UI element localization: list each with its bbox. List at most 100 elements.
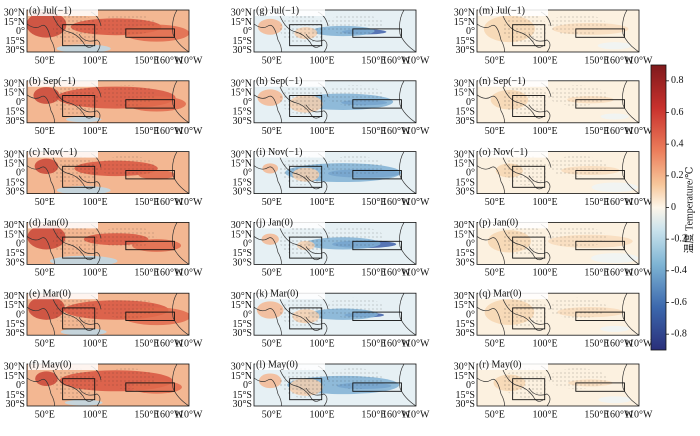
- index-box: [62, 24, 96, 47]
- lat-label: 15°S: [5, 36, 25, 47]
- lon-label: 100°E: [82, 268, 107, 279]
- stipple: [502, 85, 549, 115]
- lon-label: 50°E: [262, 409, 282, 420]
- lat-label: 0°: [243, 309, 252, 320]
- map-panel: (q) Mar(0) 30°N15°N0°15°S30°S 50°E 100°E 150…: [454, 288, 653, 349]
- lat-label: 15°S: [232, 107, 252, 118]
- lat-label: 30°S: [5, 257, 25, 268]
- lon-label: 100°E: [309, 268, 334, 279]
- field-blob: [34, 158, 59, 174]
- lat-label: 0°: [466, 239, 475, 250]
- lat-label: 0°: [466, 168, 475, 179]
- lon-label: 150°E: [134, 268, 159, 279]
- label-bg: [28, 288, 98, 300]
- nino-box: [352, 382, 402, 392]
- label-bg: [28, 359, 98, 370]
- lon-label: 110°W: [624, 197, 653, 208]
- index-box: [289, 165, 323, 188]
- lon-label: 50°E: [262, 338, 282, 349]
- map-field: [477, 364, 639, 406]
- map-field: [254, 222, 416, 265]
- map-field: [254, 80, 416, 123]
- lat-label: 30°S: [5, 399, 25, 410]
- lon-label: 150°E: [134, 409, 159, 420]
- lat-label: 30°S: [455, 116, 475, 127]
- stipple: [548, 85, 607, 106]
- lon-label: 50°E: [35, 268, 55, 279]
- map-panel: (o) Nov(−1) 30°N15°N0°15°S30°S 50°E 100°E 15…: [454, 146, 653, 208]
- index-box: [512, 165, 546, 188]
- lat-label: 0°: [16, 380, 25, 391]
- stipple: [325, 368, 384, 390]
- coastline: [27, 80, 189, 123]
- coastline: [254, 364, 416, 406]
- nino-box: [125, 99, 175, 109]
- lon-label: 150°E: [361, 126, 386, 137]
- panel-label: (g) Jul(−1): [256, 5, 299, 16]
- lat-label: 30°S: [5, 45, 25, 56]
- map-frame: [26, 151, 190, 195]
- index-box: [62, 165, 96, 188]
- map-field: [27, 364, 189, 406]
- map-panel: (m) Jul(−1) 30°N15°N0°15°S30°S 50°E 100°E 15…: [454, 5, 653, 66]
- colorbar-tick-label: -0.8: [671, 328, 687, 339]
- lon-label: 100°E: [309, 55, 334, 66]
- lon-label: 110°W: [401, 126, 430, 137]
- map-frame: [26, 9, 190, 53]
- lat-label: 30°N: [454, 149, 475, 160]
- label-bg: [478, 217, 548, 229]
- stipple: [548, 297, 607, 319]
- lat-label: 15°N: [4, 300, 25, 311]
- lat-label: 15°N: [231, 371, 252, 382]
- lon-label: 150°E: [361, 55, 386, 66]
- map-panel: (r) May(0) 30°N15°N0°15°S30°S 50°E 100°E 150…: [454, 359, 653, 420]
- map-field: [27, 80, 189, 123]
- lat-label: 0°: [16, 309, 25, 320]
- field-blob: [257, 18, 283, 35]
- index-box: [512, 307, 546, 330]
- nino-box: [352, 170, 402, 180]
- lon-label: 160°W: [382, 338, 411, 349]
- panel-label: (h) Sep(−1): [256, 76, 302, 87]
- map-panel: (k) Mar(0) 30°N15°N0°15°S30°S 50°E 100°E 150…: [231, 288, 430, 349]
- stipple: [502, 297, 549, 327]
- map-field: [477, 80, 639, 123]
- colorbar-tick-label: -0.4: [671, 265, 687, 276]
- map-field: [254, 293, 416, 336]
- lat-label: 15°S: [455, 390, 475, 401]
- label-bg: [255, 5, 325, 16]
- lat-label: 30°S: [455, 187, 475, 198]
- colorbar-tick-label: 0.4: [671, 138, 684, 149]
- nino-box: [575, 311, 625, 321]
- index-box: [512, 236, 546, 259]
- index-box: [289, 236, 323, 259]
- lon-label: 160°W: [382, 126, 411, 137]
- panel-label: (d) Jan(0): [29, 218, 68, 229]
- lon-label: 50°E: [35, 338, 55, 349]
- panel-label: (c) Nov(−1): [29, 147, 77, 158]
- lon-label: 160°W: [155, 197, 184, 208]
- map-panel: (f) May(0) 30°N15°N0°15°S30°S 50°E 100°E 150…: [4, 359, 203, 420]
- lon-label: 100°E: [532, 409, 557, 420]
- map-frame: [476, 292, 640, 336]
- stipple: [98, 368, 157, 390]
- lon-label: 150°E: [584, 197, 609, 208]
- map-field: [254, 151, 416, 194]
- lat-label: 15°S: [455, 319, 475, 330]
- stipple: [279, 368, 326, 398]
- map-frame: [476, 221, 640, 265]
- map-field: [477, 222, 639, 265]
- stipple: [98, 297, 157, 319]
- lon-label: 50°E: [485, 126, 505, 137]
- lat-label: 15°N: [454, 88, 475, 99]
- lon-label: 100°E: [309, 338, 334, 349]
- panel-label: (k) Mar(0): [256, 288, 298, 299]
- lon-label: 50°E: [35, 197, 55, 208]
- index-box: [512, 95, 546, 117]
- stipple: [52, 297, 99, 327]
- nino-box: [352, 311, 402, 321]
- lon-label: 160°W: [605, 55, 634, 66]
- stipple: [325, 85, 384, 106]
- panel-label: (f) May(0): [29, 359, 71, 370]
- field-blob: [591, 253, 639, 264]
